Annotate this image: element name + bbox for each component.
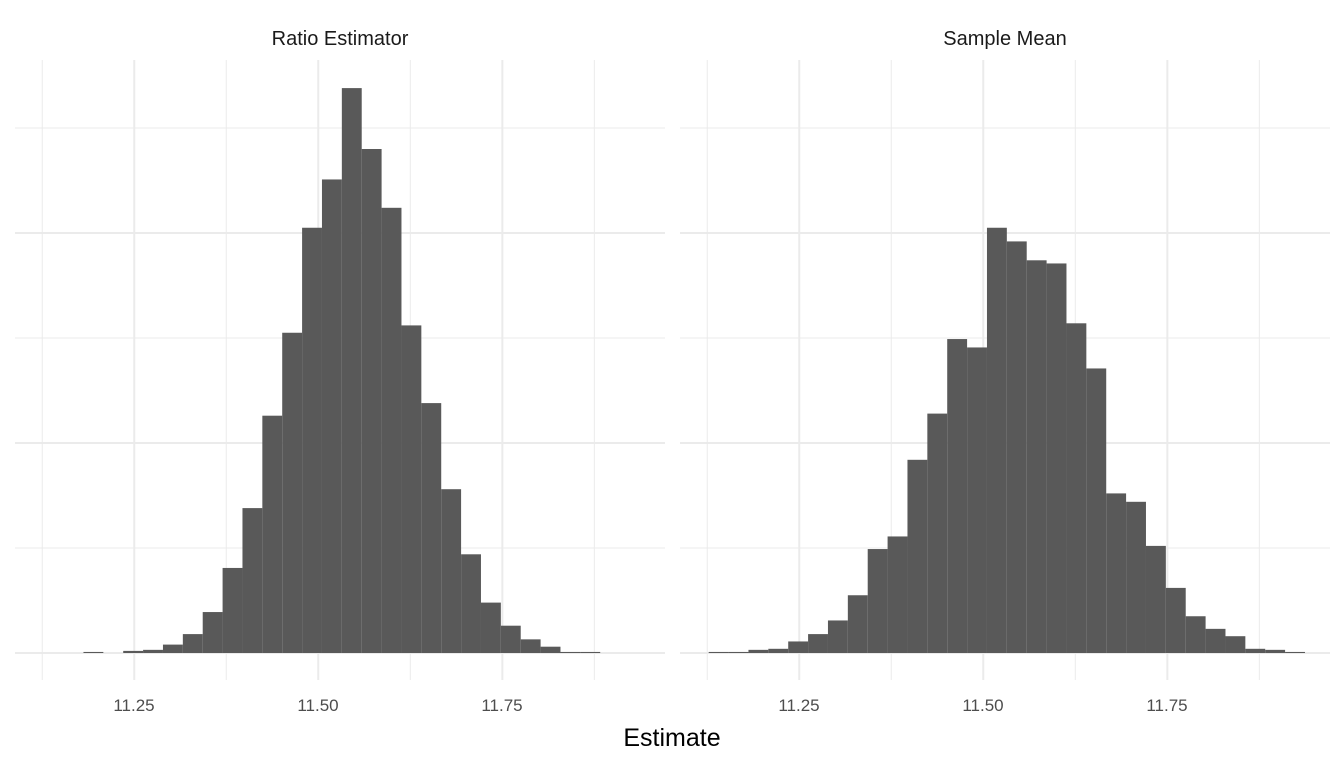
histogram-bar [1205, 628, 1226, 653]
histogram-bar [728, 651, 749, 653]
histogram-bar [302, 227, 322, 653]
histogram-bar [1086, 368, 1107, 653]
histogram-bar [242, 508, 263, 653]
histogram-bar [222, 567, 243, 653]
histogram-bar [321, 179, 342, 653]
histogram-bar [827, 620, 848, 653]
histogram-bar [1106, 493, 1127, 653]
histogram-bar [1126, 501, 1146, 653]
histogram-bar [927, 413, 948, 653]
histogram-bar [282, 332, 303, 653]
histogram-bar [947, 339, 968, 653]
histogram-bar [708, 651, 729, 653]
histogram-bar [143, 649, 163, 653]
histogram-bar [461, 554, 481, 653]
histogram-bar [907, 459, 928, 653]
histogram-bar [967, 347, 987, 653]
histogram-bar [341, 88, 362, 654]
histogram-bar [202, 612, 223, 653]
panel-ratio-estimator [15, 60, 665, 680]
histogram-bar [867, 549, 888, 653]
histogram-bar [887, 536, 908, 653]
histogram-bar [123, 650, 144, 653]
histogram-bar [182, 634, 203, 653]
panel-sample-mean [680, 60, 1330, 680]
x-tick-label: 11.50 [297, 696, 338, 715]
histogram-bar [808, 634, 828, 653]
strip-title-sample-mean: Sample Mean [943, 28, 1066, 50]
histogram-bar [1265, 649, 1286, 653]
histogram-bar [540, 646, 561, 653]
histogram-bar [162, 644, 183, 653]
histogram-bar [83, 651, 104, 653]
histogram-bar [580, 651, 601, 653]
x-tick-label: 11.75 [481, 696, 522, 715]
histogram-bar [1285, 651, 1305, 653]
histogram-bar [1006, 241, 1027, 653]
histogram-bar [401, 325, 422, 653]
histogram-bar [1185, 616, 1206, 653]
x-tick-label: 11.25 [113, 696, 154, 715]
histogram-bar [1026, 260, 1047, 653]
histogram-bar [986, 227, 1007, 653]
histogram-bar [847, 595, 868, 653]
strip-title-ratio-estimator: Ratio Estimator [272, 28, 409, 50]
histogram-bar [421, 403, 442, 653]
x-tick-label: 11.50 [962, 696, 1003, 715]
histogram-bar [1225, 636, 1246, 653]
histogram-bar [500, 625, 521, 653]
histogram-bar [1066, 323, 1087, 653]
x-axis-title: Estimate [623, 724, 720, 752]
histogram-bar [381, 207, 402, 654]
histogram-bar [361, 149, 382, 653]
histogram-bar [748, 649, 769, 653]
x-tick-label: 11.75 [1146, 696, 1187, 715]
histogram-bar [1245, 648, 1266, 653]
x-tick-label: 11.25 [778, 696, 819, 715]
histogram-bar [1046, 263, 1067, 653]
histogram-bar [262, 415, 283, 653]
histogram-bar [1145, 545, 1166, 653]
histogram-bar [768, 648, 789, 653]
histogram-bar [560, 651, 581, 653]
histogram-bar [441, 489, 462, 653]
histogram-bar [788, 641, 809, 653]
histogram-bar [1165, 587, 1186, 653]
histogram-bar [520, 639, 541, 653]
histogram-bar [480, 602, 501, 653]
